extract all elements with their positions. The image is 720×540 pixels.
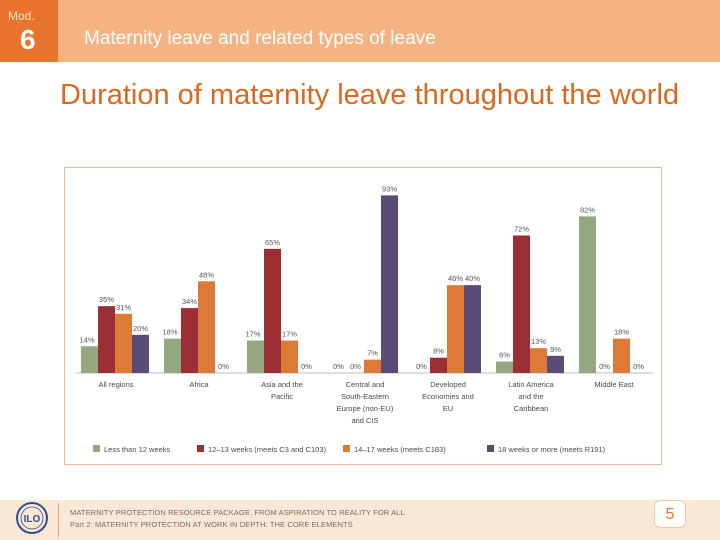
data-label-2-6: 72% bbox=[514, 224, 529, 233]
bar-3-2 bbox=[198, 281, 215, 373]
header-band bbox=[0, 0, 720, 62]
data-label-4-5: 40% bbox=[465, 274, 480, 283]
bar-chart: 14% 18% 17% 0% 0% 6% 82% 35% 34% 65% 0% 8% 72% 0% 31% 4… bbox=[75, 184, 653, 454]
bar-1-7 bbox=[579, 216, 596, 373]
data-label-2-2: 34% bbox=[182, 297, 197, 306]
data-label-1-7: 82% bbox=[580, 205, 595, 214]
category-label-3-2: Pacific bbox=[271, 392, 293, 401]
module-label: Mod. bbox=[8, 9, 35, 23]
category-label-4-2: South-Eastern bbox=[341, 392, 389, 401]
ilo-logo-text: ILO bbox=[24, 514, 41, 525]
legend-label-1: Less than 12 weeks bbox=[104, 445, 171, 454]
data-label-1-4: 0% bbox=[333, 362, 344, 371]
category-label-6-1: Latin America bbox=[508, 380, 554, 389]
bar-3-1 bbox=[115, 313, 132, 373]
category-label-4-1: Central and bbox=[346, 380, 385, 389]
data-label-4-3: 0% bbox=[301, 362, 312, 371]
bar-1-2 bbox=[164, 338, 181, 373]
ilo-logo-icon: ILO bbox=[16, 502, 48, 534]
data-label-2-1: 35% bbox=[99, 295, 114, 304]
module-badge: Mod. 6 bbox=[0, 0, 58, 62]
category-label-4-4: and CIS bbox=[351, 416, 378, 425]
data-label-3-7: 18% bbox=[614, 328, 629, 337]
data-label-2-4: 0% bbox=[350, 362, 361, 371]
legend-swatch-3 bbox=[343, 445, 350, 452]
bar-3-3 bbox=[281, 340, 298, 373]
data-label-3-6: 13% bbox=[531, 337, 546, 346]
data-label-1-2: 18% bbox=[162, 328, 177, 337]
footer-package-title: MATERNITY PROTECTION RESOURCE PACKAGE. F… bbox=[70, 508, 405, 517]
data-label-4-2: 0% bbox=[218, 362, 229, 371]
data-label-4-1: 20% bbox=[133, 324, 148, 333]
data-label-3-2: 48% bbox=[199, 270, 214, 279]
bar-4-1 bbox=[132, 334, 149, 373]
category-label-5-3: EU bbox=[443, 404, 453, 413]
legend-label-3: 14–17 weeks (meets C183) bbox=[354, 445, 446, 454]
bar-3-7 bbox=[613, 338, 630, 373]
data-label-1-3: 17% bbox=[245, 330, 260, 339]
category-label-4-3: Europe (non-EU) bbox=[337, 404, 394, 413]
data-label-3-3: 17% bbox=[282, 330, 297, 339]
bar-2-6 bbox=[513, 235, 530, 373]
legend-swatch-1 bbox=[93, 445, 100, 452]
bar-2-5 bbox=[430, 357, 447, 373]
bar-3-4 bbox=[364, 359, 381, 373]
chart-panel: 14% 18% 17% 0% 0% 6% 82% 35% 34% 65% 0% 8% 72% 0% 31% 4… bbox=[64, 167, 662, 465]
data-label-4-7: 0% bbox=[633, 362, 644, 371]
data-label-2-7: 0% bbox=[599, 362, 610, 371]
category-label-2-1: Africa bbox=[189, 380, 209, 389]
bar-4-5 bbox=[464, 285, 481, 373]
bar-2-1 bbox=[98, 306, 115, 373]
category-label-5-1: Developed bbox=[430, 380, 466, 389]
bar-3-5 bbox=[447, 285, 464, 373]
footer-part-title: Part 2: MATERNITY PROTECTION AT WORK IN … bbox=[70, 520, 353, 529]
data-label-4-4: 93% bbox=[382, 184, 397, 193]
footer-divider bbox=[58, 503, 59, 537]
legend-label-2: 12–13 weeks (meets C3 and C103) bbox=[208, 445, 326, 454]
legend-swatch-4 bbox=[487, 445, 494, 452]
data-label-1-1: 14% bbox=[79, 335, 94, 344]
data-label-1-5: 0% bbox=[416, 362, 427, 371]
category-label-6-2: and the bbox=[518, 392, 543, 401]
category-label-6-3: Caribbean bbox=[514, 404, 549, 413]
data-label-3-4: 7% bbox=[367, 349, 378, 358]
data-label-2-5: 8% bbox=[433, 347, 444, 356]
data-label-3-5: 46% bbox=[448, 274, 463, 283]
slide-title: Duration of maternity leave throughout t… bbox=[60, 79, 680, 111]
category-label-1-1: All regions bbox=[98, 380, 133, 389]
bar-4-6 bbox=[547, 355, 564, 373]
module-number: 6 bbox=[20, 24, 36, 55]
data-label-1-6: 6% bbox=[499, 351, 510, 360]
category-label-5-2: Economies and bbox=[422, 392, 474, 401]
legend-swatch-2 bbox=[197, 445, 204, 452]
category-label-3-1: Asia and the bbox=[261, 380, 303, 389]
category-label-7-1: Middle East bbox=[594, 380, 634, 389]
bar-1-6 bbox=[496, 361, 513, 373]
page-number: 5 bbox=[654, 500, 686, 528]
legend-label-4: 18 weeks or more (meets R191) bbox=[498, 445, 606, 454]
data-label-3-1: 31% bbox=[116, 303, 131, 312]
bar-2-2 bbox=[181, 308, 198, 373]
data-label-2-3: 65% bbox=[265, 238, 280, 247]
bar-1-3 bbox=[247, 340, 264, 373]
data-label-4-6: 9% bbox=[550, 345, 561, 354]
bar-4-4 bbox=[381, 195, 398, 373]
bar-3-6 bbox=[530, 348, 547, 373]
module-title: Maternity leave and related types of lea… bbox=[84, 28, 436, 49]
bar-2-3 bbox=[264, 248, 281, 373]
footer-band bbox=[0, 500, 720, 540]
bar-1-1 bbox=[81, 346, 98, 373]
